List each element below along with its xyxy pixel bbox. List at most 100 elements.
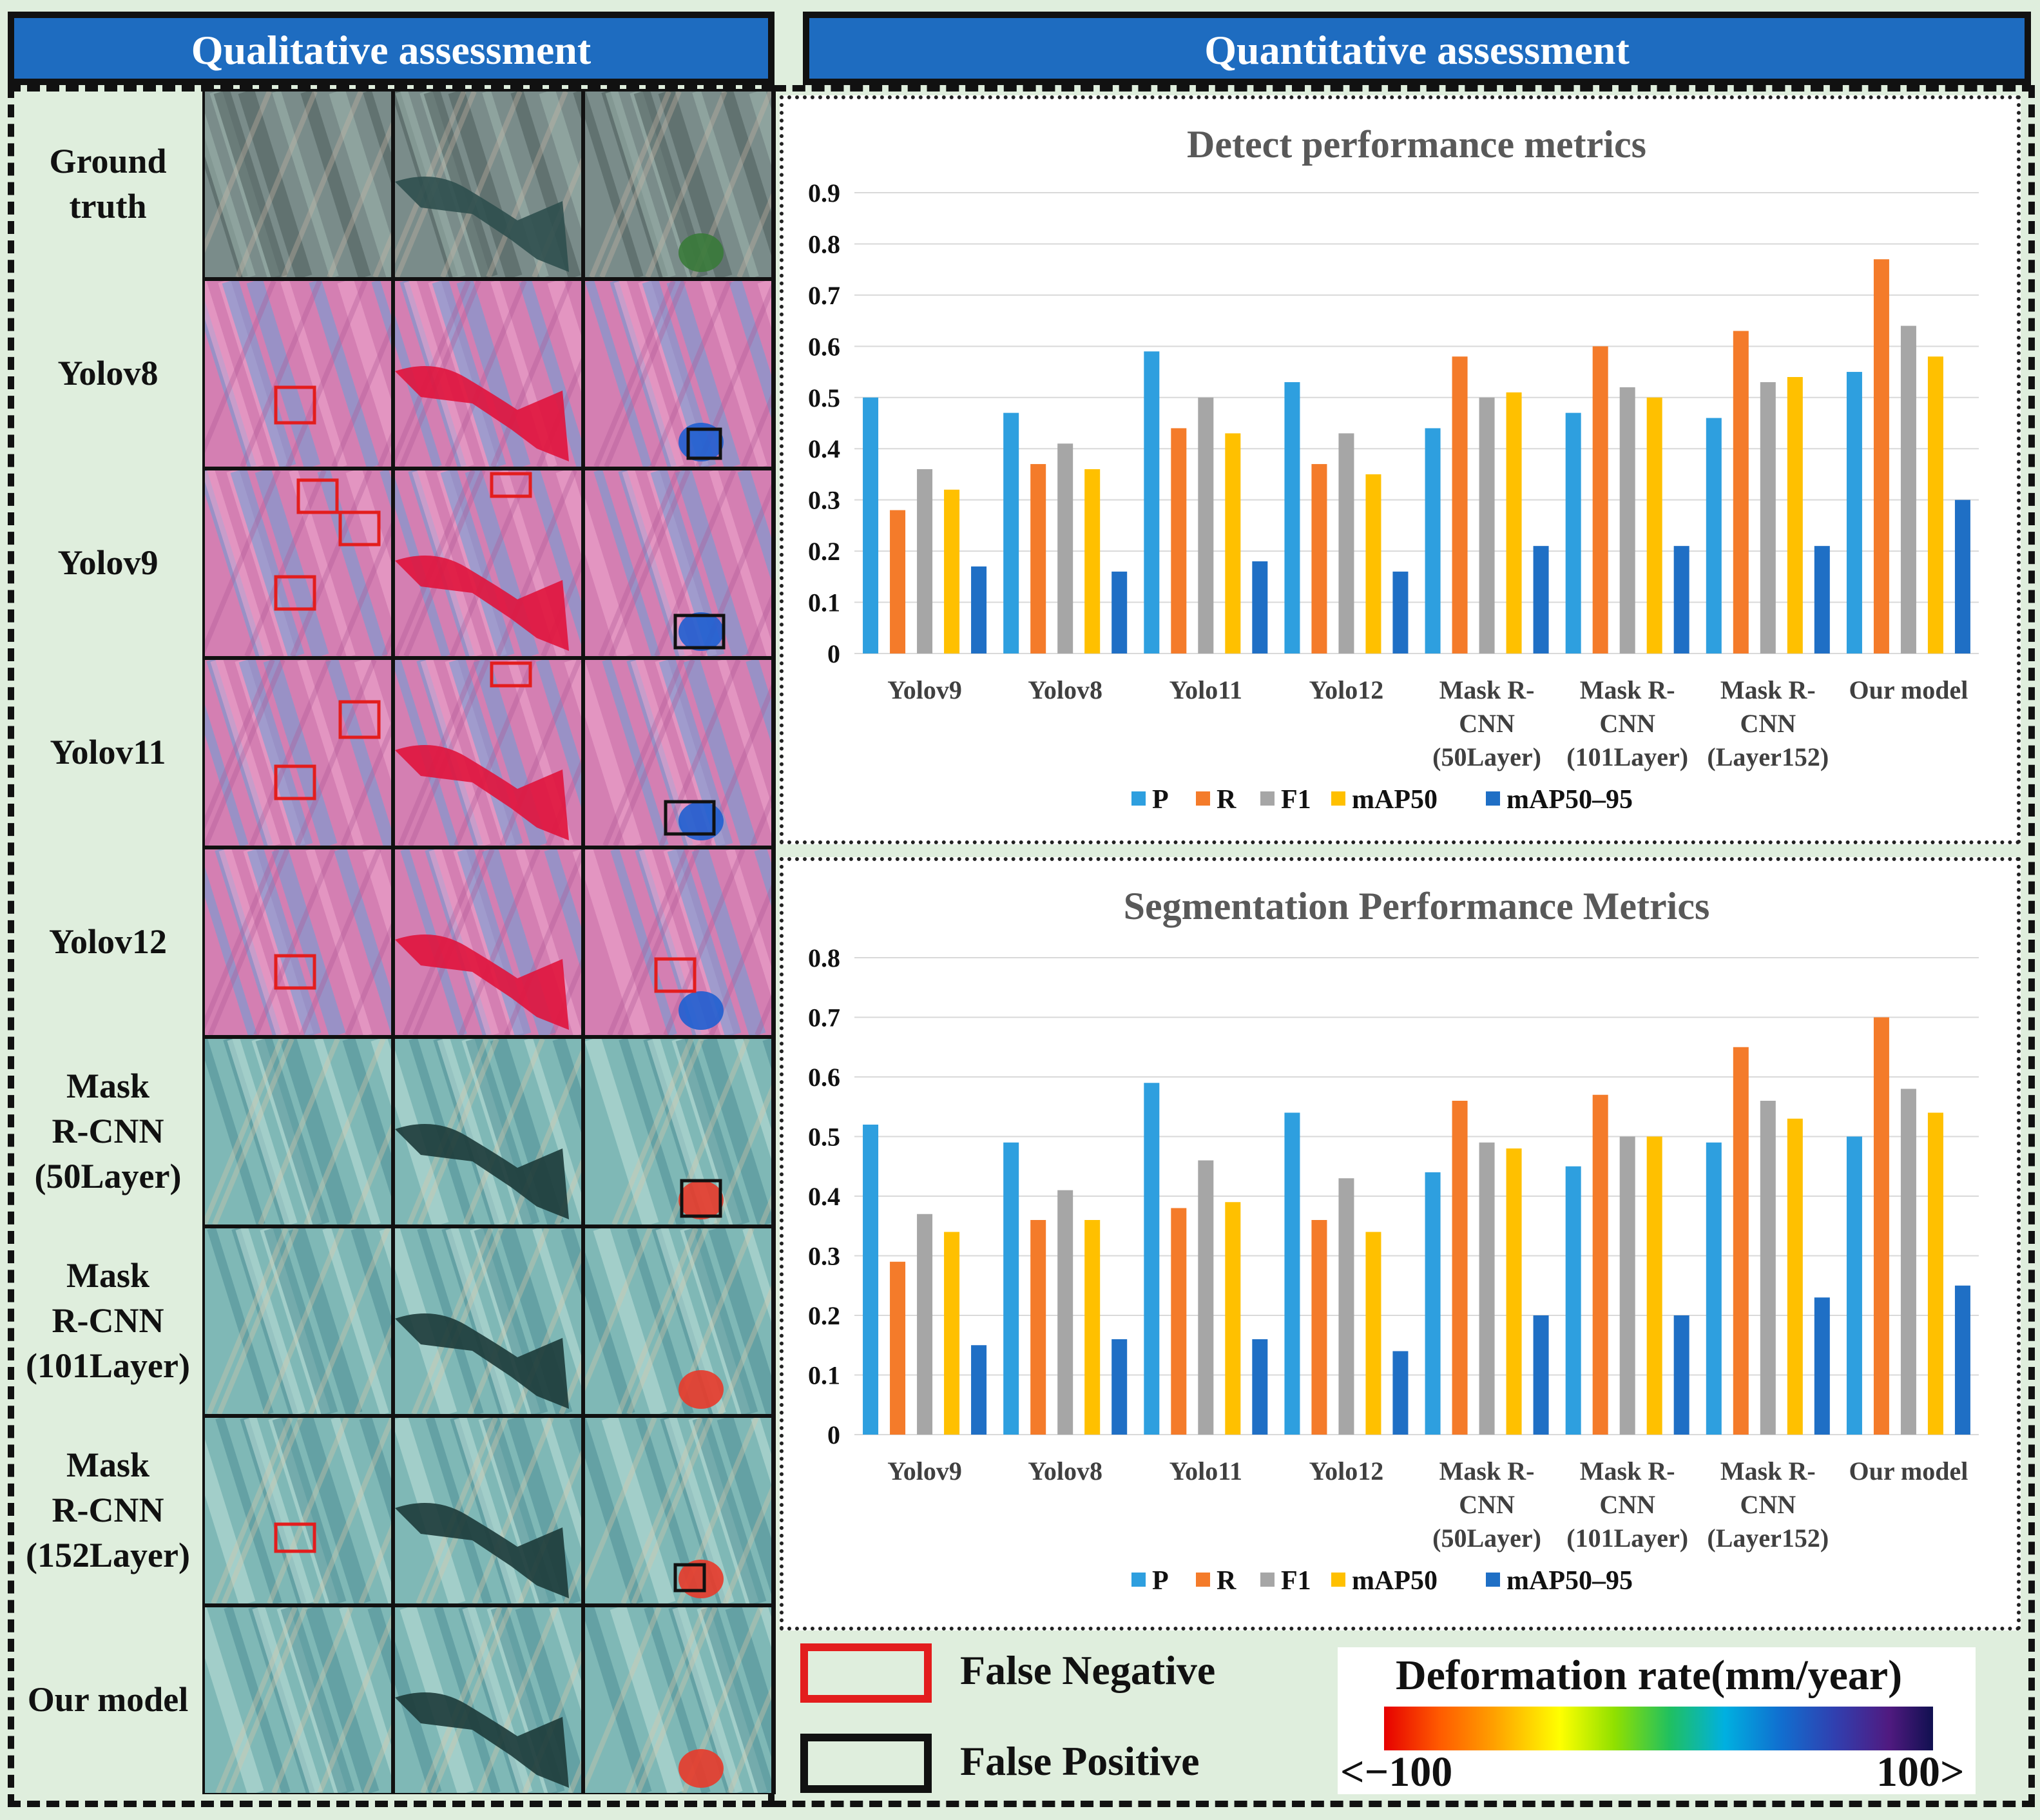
bar — [1619, 1136, 1635, 1435]
bar — [1760, 382, 1776, 653]
legend-swatch — [1131, 791, 1146, 806]
y-tick-label: 0.6 — [808, 1063, 840, 1092]
bar — [1592, 1094, 1608, 1435]
bar — [1954, 1285, 1970, 1435]
result-image — [205, 660, 391, 846]
bar — [1646, 1136, 1662, 1435]
bar — [1900, 1089, 1916, 1435]
row-label: Yolov8 — [57, 354, 159, 392]
result-image — [585, 92, 771, 277]
row-label: Ground truth — [49, 142, 167, 226]
legend-swatch — [1331, 791, 1345, 806]
legend-label: mAP50 — [1352, 785, 1438, 815]
quantitative-panel — [773, 85, 2035, 1807]
legend-swatch — [1486, 1573, 1500, 1587]
bar — [1673, 546, 1689, 653]
bar — [1111, 571, 1128, 653]
x-tick-label: Yolo12 — [1309, 1457, 1384, 1486]
y-tick-label: 0.7 — [808, 281, 840, 310]
bar — [971, 1345, 987, 1435]
result-image — [205, 92, 391, 277]
y-tick-label: 0.5 — [808, 1123, 840, 1152]
bar — [1144, 351, 1160, 653]
result-image — [585, 281, 771, 467]
false-negative-swatch — [800, 1643, 932, 1703]
result-image — [585, 1418, 771, 1603]
qualitative-header: Qualitative assessment — [8, 12, 775, 85]
bar — [1927, 1112, 1943, 1435]
bar — [863, 397, 879, 653]
bar — [1084, 1220, 1101, 1435]
bar — [1565, 1166, 1581, 1435]
legend-label: P — [1152, 785, 1169, 815]
legend-swatch — [1196, 791, 1210, 806]
x-tick-label: Mask R-CNN (101Layer) — [1566, 675, 1688, 771]
x-tick-label: Yolo12 — [1309, 675, 1384, 704]
result-image — [585, 470, 771, 656]
bar — [1452, 1101, 1468, 1435]
bar — [917, 469, 933, 653]
bar — [1565, 412, 1581, 653]
y-tick-label: 0.9 — [808, 179, 840, 208]
bar — [944, 1232, 960, 1435]
legend-label: mAP50–95 — [1506, 785, 1633, 815]
result-image — [205, 1039, 391, 1225]
bar — [1338, 433, 1354, 653]
x-tick-label: Mask R-CNN (50Layer) — [1432, 675, 1541, 771]
bar — [1198, 397, 1214, 653]
result-image — [585, 1228, 771, 1414]
false-negative-label: False Negative — [960, 1647, 1216, 1693]
bar — [1787, 377, 1803, 653]
row-label: Yolov12 — [48, 922, 167, 961]
chart-title: Segmentation Performance Metrics — [1124, 885, 1710, 927]
bar — [1365, 1232, 1381, 1435]
bar — [1252, 1339, 1268, 1435]
legend-label: F1 — [1281, 1566, 1311, 1596]
bar — [1733, 1047, 1749, 1435]
bar — [1171, 1208, 1187, 1435]
y-tick-label: 0.6 — [808, 332, 840, 361]
y-tick-label: 0.2 — [808, 1301, 840, 1330]
result-image — [205, 1418, 391, 1603]
bar — [1646, 397, 1662, 653]
bar — [1030, 464, 1046, 653]
bar — [1619, 387, 1635, 653]
segmentation-chart-panel: Segmentation Performance Metrics 0 0.1 0.2 0… — [780, 857, 2021, 1631]
y-tick-label: 0.7 — [808, 1003, 840, 1032]
bar — [1057, 443, 1073, 653]
x-tick-label: Yolov9 — [887, 1457, 962, 1486]
bar — [1311, 1220, 1327, 1435]
bar — [1057, 1190, 1073, 1435]
segmentation-chart: Segmentation Performance Metrics 0 0.1 0.2 0… — [808, 885, 1979, 1596]
quantitative-header: Quantitative assessment — [803, 12, 2031, 85]
bar — [1171, 428, 1187, 653]
bar — [1284, 1112, 1300, 1435]
row-label: Yolov9 — [57, 543, 159, 582]
row-label: Yolov11 — [50, 733, 166, 771]
legend-label: F1 — [1281, 785, 1311, 815]
colorbar-title: Deformation rate(mm/year) — [1396, 1652, 1903, 1699]
chart-title: Detect performance metrics — [1187, 123, 1646, 166]
result-image — [205, 849, 391, 1035]
legend-swatch — [1486, 791, 1500, 806]
bar — [890, 1261, 906, 1435]
result-image — [205, 470, 391, 656]
result-image — [395, 470, 581, 656]
bar — [1673, 1315, 1689, 1435]
y-tick-label: 0.5 — [808, 383, 840, 412]
y-tick-label: 0.8 — [808, 229, 840, 258]
legend-swatch — [1331, 1573, 1345, 1587]
y-tick-label: 0.3 — [808, 1242, 840, 1271]
row-label: Mask R-CNN (152Layer) — [26, 1446, 190, 1574]
false-positive-label: False Positive — [960, 1738, 1200, 1784]
legend-label: mAP50–95 — [1506, 1566, 1633, 1596]
bar — [1787, 1118, 1803, 1435]
y-tick-label: 0.3 — [808, 486, 840, 515]
bar — [1479, 1142, 1495, 1435]
y-tick-label: 0 — [827, 1420, 840, 1449]
bar — [1225, 433, 1241, 653]
bar — [944, 489, 960, 653]
x-tick-label: Mask R-CNN (Layer152) — [1707, 675, 1829, 771]
bar — [1003, 1142, 1019, 1435]
image-grid — [202, 89, 776, 1794]
